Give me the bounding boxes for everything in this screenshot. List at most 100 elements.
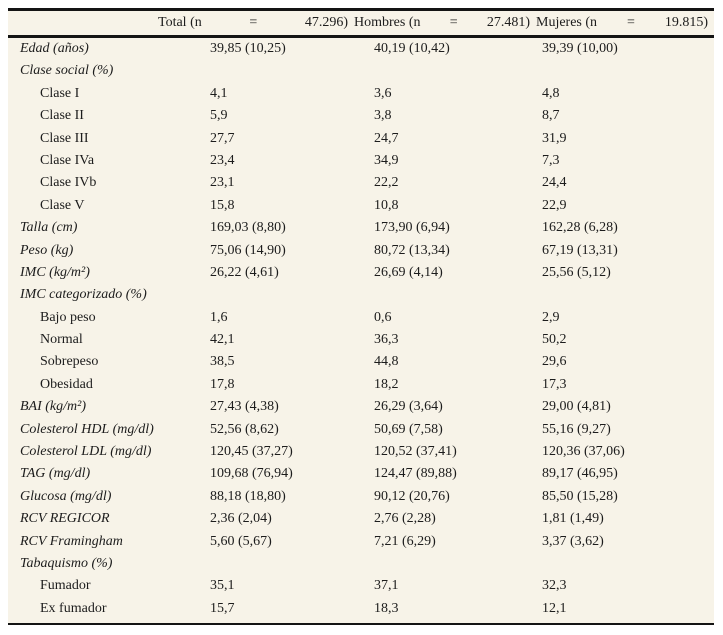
cell-total: 120,45 (37,27) (210, 444, 293, 460)
cell-mujeres: 39,39 (10,00) (542, 41, 618, 56)
cell-mujeres: 50,2 (542, 332, 567, 348)
table-row: Clase IVb 23,1 22,2 24,4 (8, 172, 714, 194)
table-row: Bajo peso 1,6 0,6 2,9 (8, 307, 714, 329)
row-label: Tabaquismo (%) (20, 555, 113, 571)
cell-total: 42,1 (210, 332, 235, 348)
column-header-hombres-count: 27.481) (486, 15, 530, 30)
cell-total: 169,03 (8,80) (210, 220, 286, 236)
cell-total: 27,43 (4,38) (210, 399, 279, 415)
table-row: Talla (cm) 169,03 (8,80) 173,90 (6,94) 1… (8, 217, 714, 239)
row-label: Fumador (40, 578, 91, 594)
row-label: RCV Framingham (20, 533, 123, 549)
table-row: IMC categorizado (%) (8, 284, 714, 306)
cell-hombres: 173,90 (6,94) (374, 220, 450, 236)
cell-hombres: 36,3 (374, 332, 399, 348)
row-label: Colesterol HDL (mg/dl) (20, 421, 154, 437)
cell-total: 27,7 (210, 130, 235, 146)
cell-hombres: 120,52 (37,41) (374, 444, 457, 460)
cell-total: 2,36 (2,04) (210, 511, 272, 527)
cell-total: 88,18 (18,80) (210, 488, 286, 504)
cell-hombres (374, 284, 542, 306)
row-label: RCV REGICOR (20, 511, 110, 527)
row-label: Peso (kg) (20, 242, 74, 258)
table-row: Colesterol HDL (mg/dl) 52,56 (8,62) 50,6… (8, 419, 714, 441)
table-row: RCV Framingham 5,60 (5,67) 7,21 (6,29) 3… (8, 531, 714, 553)
cell-total: 4,1 (210, 85, 228, 101)
table-row: IMC (kg/m²) 26,22 (4,61) 26,69 (4,14) 25… (8, 262, 714, 284)
row-label: Normal (40, 332, 83, 348)
cell-total (210, 553, 374, 575)
cell-hombres: 26,69 (4,14) (374, 264, 443, 280)
header-spacer (8, 11, 158, 35)
cell-hombres: 124,47 (89,88) (374, 466, 457, 482)
cell-total: 75,06 (14,90) (210, 242, 286, 258)
row-label: Clase social (%) (20, 63, 114, 79)
cell-total: 109,68 (76,94) (210, 466, 293, 482)
table-row: TAG (mg/dl) 109,68 (76,94) 124,47 (89,88… (8, 463, 714, 485)
cell-hombres: 40,19 (10,42) (374, 41, 450, 56)
column-header-mujeres-equals: = (626, 15, 635, 30)
cell-mujeres: 1,81 (1,49) (542, 511, 604, 527)
cell-total (210, 284, 374, 306)
cell-total: 15,8 (210, 197, 235, 213)
table-row: Clase IVa 23,4 34,9 7,3 (8, 150, 714, 172)
cell-mujeres (542, 553, 714, 575)
row-label: Obesidad (40, 376, 93, 392)
column-header-total-count: 47.296) (304, 15, 348, 30)
table-row: Clase III 27,7 24,7 31,9 (8, 128, 714, 150)
table-row: Clase social (%) (8, 60, 714, 82)
cell-mujeres: 29,6 (542, 354, 567, 370)
cell-hombres (374, 553, 542, 575)
row-label: IMC (kg/m²) (20, 264, 90, 280)
row-label: IMC categorizado (%) (20, 287, 147, 303)
table-row: Clase I 4,1 3,6 4,8 (8, 83, 714, 105)
table-row: Normal 42,1 36,3 50,2 (8, 329, 714, 351)
table-body: Edad (años) 39,85 (10,25) 40,19 (10,42) … (8, 38, 714, 623)
cell-hombres: 3,8 (374, 108, 392, 124)
cell-mujeres: 55,16 (9,27) (542, 421, 611, 437)
row-label: Glucosa (mg/dl) (20, 488, 112, 504)
table-row: Colesterol LDL (mg/dl) 120,45 (37,27) 12… (8, 441, 714, 463)
row-label: Clase IVa (40, 152, 95, 168)
cell-total: 17,8 (210, 376, 235, 392)
cell-mujeres: 3,37 (3,62) (542, 533, 604, 549)
row-label: Edad (años) (20, 41, 89, 56)
row-label: Sobrepeso (40, 354, 99, 370)
cell-total: 23,4 (210, 152, 235, 168)
table-row: BAI (kg/m²) 27,43 (4,38) 26,29 (3,64) 29… (8, 396, 714, 418)
column-header-total-equals: = (249, 15, 258, 30)
cell-total: 5,60 (5,67) (210, 533, 272, 549)
summary-table: Total (n = 47.296) Hombres (n = 27.481) … (8, 8, 714, 626)
cell-mujeres: 22,9 (542, 197, 567, 213)
cell-mujeres: 85,50 (15,28) (542, 488, 618, 504)
cell-mujeres: 12,1 (542, 600, 567, 616)
cell-mujeres: 4,8 (542, 85, 560, 101)
table-row: Fumador 35,1 37,1 32,3 (8, 575, 714, 597)
cell-total (210, 60, 374, 82)
cell-mujeres (542, 284, 714, 306)
cell-hombres: 10,8 (374, 197, 399, 213)
table-row: Clase II 5,9 3,8 8,7 (8, 105, 714, 127)
cell-hombres: 24,7 (374, 130, 399, 146)
cell-total: 15,7 (210, 600, 235, 616)
column-header-hombres: Hombres (n = 27.481) (354, 11, 536, 35)
cell-hombres: 22,2 (374, 175, 399, 191)
row-label: Talla (cm) (20, 220, 78, 236)
cell-mujeres: 31,9 (542, 130, 567, 146)
cell-hombres: 7,21 (6,29) (374, 533, 436, 549)
row-label: BAI (kg/m²) (20, 399, 87, 415)
cell-hombres: 50,69 (7,58) (374, 421, 443, 437)
cell-mujeres: 17,3 (542, 376, 567, 392)
cell-mujeres: 25,56 (5,12) (542, 264, 611, 280)
table-row: RCV REGICOR 2,36 (2,04) 2,76 (2,28) 1,81… (8, 508, 714, 530)
row-label: TAG (mg/dl) (20, 466, 91, 482)
cell-hombres: 0,6 (374, 309, 392, 325)
cell-mujeres: 2,9 (542, 309, 560, 325)
cell-total: 35,1 (210, 578, 235, 594)
row-label: Colesterol LDL (mg/dl) (20, 444, 152, 460)
row-label: Clase I (40, 85, 80, 101)
table-row: Sobrepeso 38,5 44,8 29,6 (8, 351, 714, 373)
table-row: Obesidad 17,8 18,2 17,3 (8, 374, 714, 396)
table-row: Glucosa (mg/dl) 88,18 (18,80) 90,12 (20,… (8, 486, 714, 508)
